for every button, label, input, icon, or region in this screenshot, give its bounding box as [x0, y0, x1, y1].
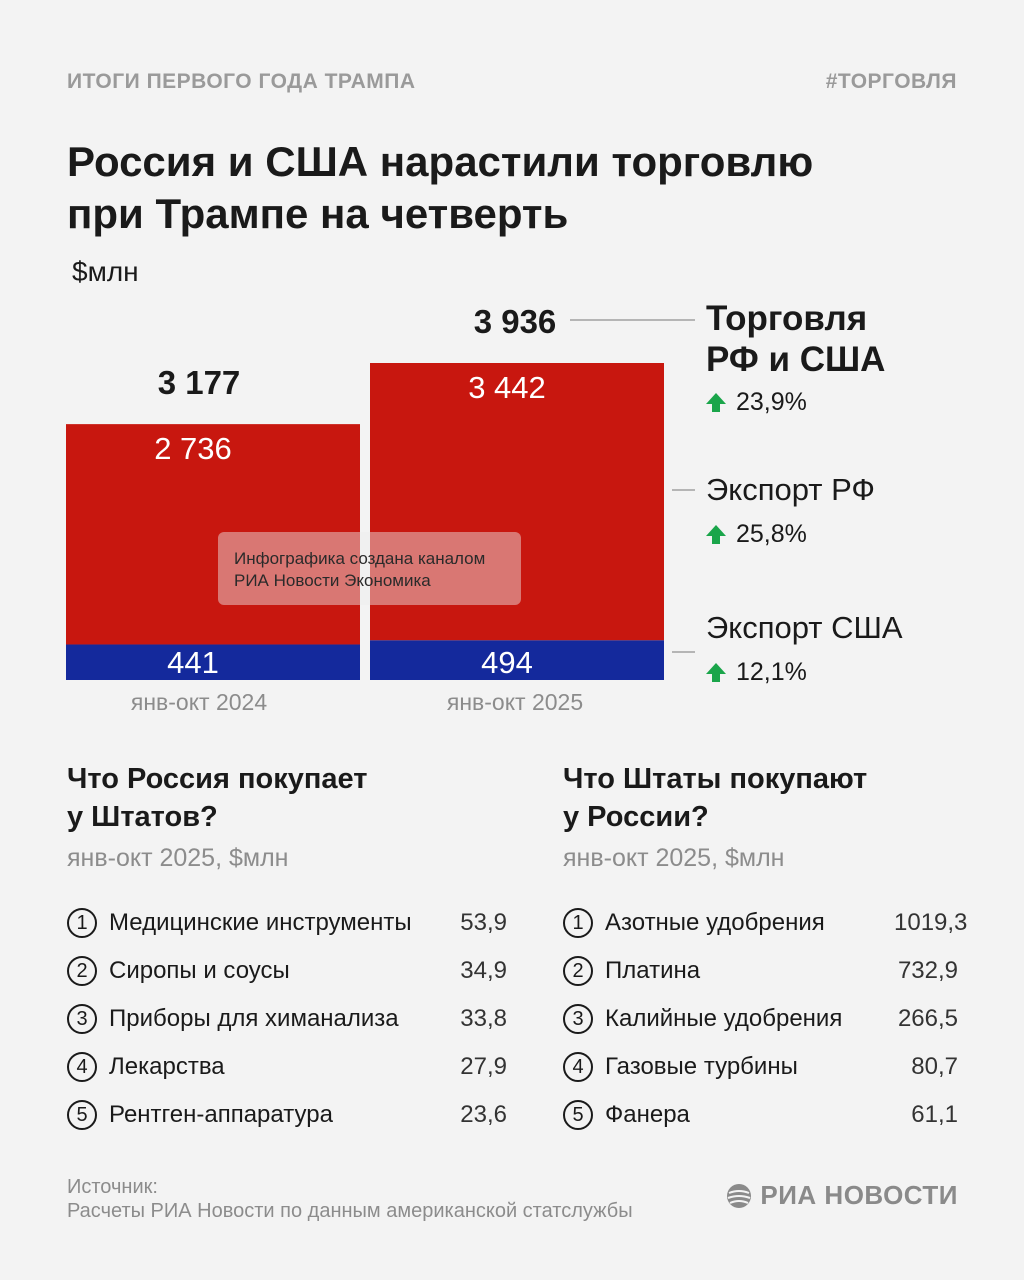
us-imports-section: Что Штаты покупают у России? янв-окт 202…	[563, 760, 968, 1139]
legend-rf-export-change: 25,8%	[706, 520, 875, 549]
item-value: 33,8	[460, 1005, 507, 1032]
bar-label-rf-export: 3 442	[468, 370, 546, 405]
us-imports-item: 1 Азотные удобрения 1019,3	[563, 899, 968, 947]
legend-total-change-value: 23,9%	[736, 388, 807, 416]
russia-imports-item: 3 Приборы для химанализа 33,8	[67, 995, 507, 1043]
rank-number: 1	[67, 908, 97, 938]
kicker-hashtag: #ТОРГОВЛЯ	[825, 70, 957, 93]
item-value: 1019,3	[894, 909, 968, 936]
russia-imports-item: 2 Сиропы и соусы 34,9	[67, 947, 507, 995]
item-value: 732,9	[897, 957, 958, 984]
us-imports-list: 1 Азотные удобрения 1019,3 2 Платина 732,9 3 Ка…	[563, 899, 968, 1139]
item-value: 61,1	[911, 1101, 958, 1128]
item-value: 34,9	[460, 957, 507, 984]
item-label: Газовые турбины	[605, 1053, 798, 1080]
rank-number: 3	[67, 1004, 97, 1034]
us-imports-title-1: Что Штаты покупают	[563, 763, 868, 795]
rank-number: 2	[67, 956, 97, 986]
bar-total-label: 3 177	[158, 364, 241, 401]
russia-imports-item: 1 Медицинские инструменты 53,9	[67, 899, 507, 947]
legend-total-change: 23,9%	[706, 388, 885, 417]
item-label: Фанера	[605, 1101, 690, 1128]
russia-imports-item: 5 Рентген-аппаратура 23,6	[67, 1091, 507, 1139]
rank-number: 4	[67, 1052, 97, 1082]
russia-imports-list: 1 Медицинские инструменты 53,9 2 Сиропы и со…	[67, 899, 507, 1139]
item-label: Калийные удобрения	[605, 1005, 843, 1032]
item-label: Платина	[605, 957, 701, 984]
item-value: 27,9	[460, 1053, 507, 1080]
us-imports-item: 3 Калийные удобрения 266,5	[563, 995, 958, 1043]
bar-rf-export	[370, 363, 664, 641]
item-label: Медицинские инструменты	[109, 909, 412, 936]
legend-us-export-name: Экспорт США	[706, 610, 903, 645]
item-value: 23,6	[460, 1101, 507, 1128]
bar-us-export	[370, 640, 664, 680]
up-arrow-icon	[706, 662, 726, 683]
chart-unit: $млн	[72, 256, 139, 287]
item-label: Лекарства	[109, 1053, 225, 1080]
bar-label-us-export: 494	[481, 645, 533, 680]
legend-rf-export-name: Экспорт РФ	[706, 472, 875, 507]
us-imports-item: 5 Фанера 61,1	[563, 1091, 958, 1139]
up-arrow-icon	[706, 392, 726, 413]
legend-total-title-1: Торговля	[706, 299, 868, 338]
legend-us-export: Экспорт США 12,1%	[706, 610, 903, 687]
us-imports-item: 2 Платина 732,9	[563, 947, 958, 995]
legend-us-export-change-value: 12,1%	[736, 658, 807, 686]
rank-number: 5	[67, 1100, 97, 1130]
title-line-1: Россия и США нарастили торговлю	[67, 138, 814, 185]
bar-total-label: 3 936	[474, 303, 557, 340]
source-text: Расчеты РИА Новости по данным американск…	[67, 1200, 633, 1222]
ria-logo-text: РИА НОВОСТИ	[760, 1180, 958, 1210]
rank-number: 3	[563, 1004, 593, 1034]
rank-number: 2	[563, 956, 593, 986]
rank-number: 5	[563, 1100, 593, 1130]
legend-rf-export-change-value: 25,8%	[736, 520, 807, 548]
legend-total: Торговля РФ и США 23,9%	[706, 298, 885, 417]
item-label: Рентген-аппаратура	[109, 1101, 333, 1128]
page-title: Россия и США нарастили торговлю при Трам…	[67, 136, 967, 240]
stacked-bar-chart: 2 736 441 3 177 янв-окт 2024 3 442 494 3 936 ян…	[66, 303, 695, 715]
item-value: 266,5	[897, 1005, 958, 1032]
bar-us-export	[66, 644, 360, 680]
watermark-line-2: РИА Новости Экономика	[234, 571, 431, 590]
rank-number: 4	[563, 1052, 593, 1082]
rank-number: 1	[563, 908, 593, 938]
item-label: Приборы для химанализа	[109, 1005, 399, 1032]
russia-imports-section: Что Россия покупает у Штатов? янв-окт 20…	[67, 760, 507, 1139]
item-label: Азотные удобрения	[605, 909, 825, 936]
item-value: 53,9	[460, 909, 507, 936]
source-note: Источник: Расчеты РИА Новости по данным …	[67, 1175, 633, 1223]
watermark-line-1: Инфографика создана каналом	[234, 549, 486, 568]
legend-rf-export: Экспорт РФ 25,8%	[706, 472, 875, 549]
kicker-left: ИТОГИ ПЕРВОГО ГОДА ТРАМПА	[67, 70, 416, 93]
legend-total-title-2: РФ и США	[706, 340, 886, 379]
channel-watermark: Инфографика создана каналом РИА Новости …	[218, 532, 521, 605]
ria-logo: РИА НОВОСТИ	[726, 1180, 958, 1211]
us-imports-item: 4 Газовые турбины 80,7	[563, 1043, 958, 1091]
bar-label-rf-export: 2 736	[154, 431, 232, 466]
up-arrow-icon	[706, 524, 726, 545]
us-imports-title-2: у России?	[563, 801, 709, 833]
x-tick-label: янв-окт 2025	[447, 689, 583, 715]
item-label: Сиропы и соусы	[109, 957, 290, 984]
ria-globe-icon	[727, 1183, 752, 1208]
russia-imports-subtitle: янв-окт 2025, $млн	[67, 844, 289, 872]
bar-rf-export	[66, 424, 360, 645]
legend-us-export-change: 12,1%	[706, 658, 903, 687]
russia-imports-title-1: Что Россия покупает	[67, 763, 368, 795]
title-line-2: при Трампе на четверть	[67, 190, 569, 237]
russia-imports-title-2: у Штатов?	[67, 801, 218, 833]
russia-imports-item: 4 Лекарства 27,9	[67, 1043, 507, 1091]
x-tick-label: янв-окт 2024	[131, 689, 267, 715]
source-label: Источник:	[67, 1176, 158, 1198]
item-value: 80,7	[911, 1053, 958, 1080]
us-imports-subtitle: янв-окт 2025, $млн	[563, 844, 785, 872]
bar-label-us-export: 441	[167, 645, 219, 680]
